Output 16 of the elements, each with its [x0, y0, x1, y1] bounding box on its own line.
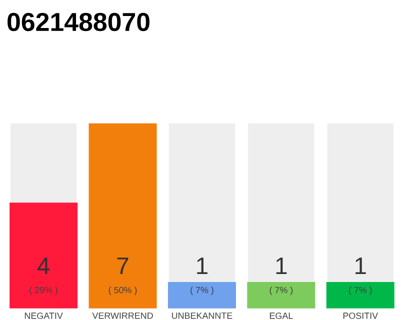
data-label: 1 [276, 258, 287, 274]
x-tick-label: VERWIRREND [92, 312, 153, 319]
data-label: 7 [117, 258, 128, 274]
x-tick-label: NEGATIV [24, 312, 63, 319]
annotation: ( 7% ) [190, 286, 214, 295]
data-label: 1 [356, 258, 366, 274]
chart-title: 0621488070 [8, 12, 150, 32]
data-label: 1 [197, 258, 208, 274]
annotation: ( 50% ) [108, 286, 137, 295]
annotation: ( 7% ) [270, 286, 293, 295]
data-label: 4 [37, 258, 50, 274]
annotation: ( 29% ) [30, 286, 58, 295]
x-tick-label: UNBEKANNTE [172, 312, 232, 319]
x-tick-label: EGAL [270, 312, 293, 319]
x-tick-label: POSITIV [343, 312, 378, 319]
annotation: ( 7% ) [348, 286, 372, 295]
